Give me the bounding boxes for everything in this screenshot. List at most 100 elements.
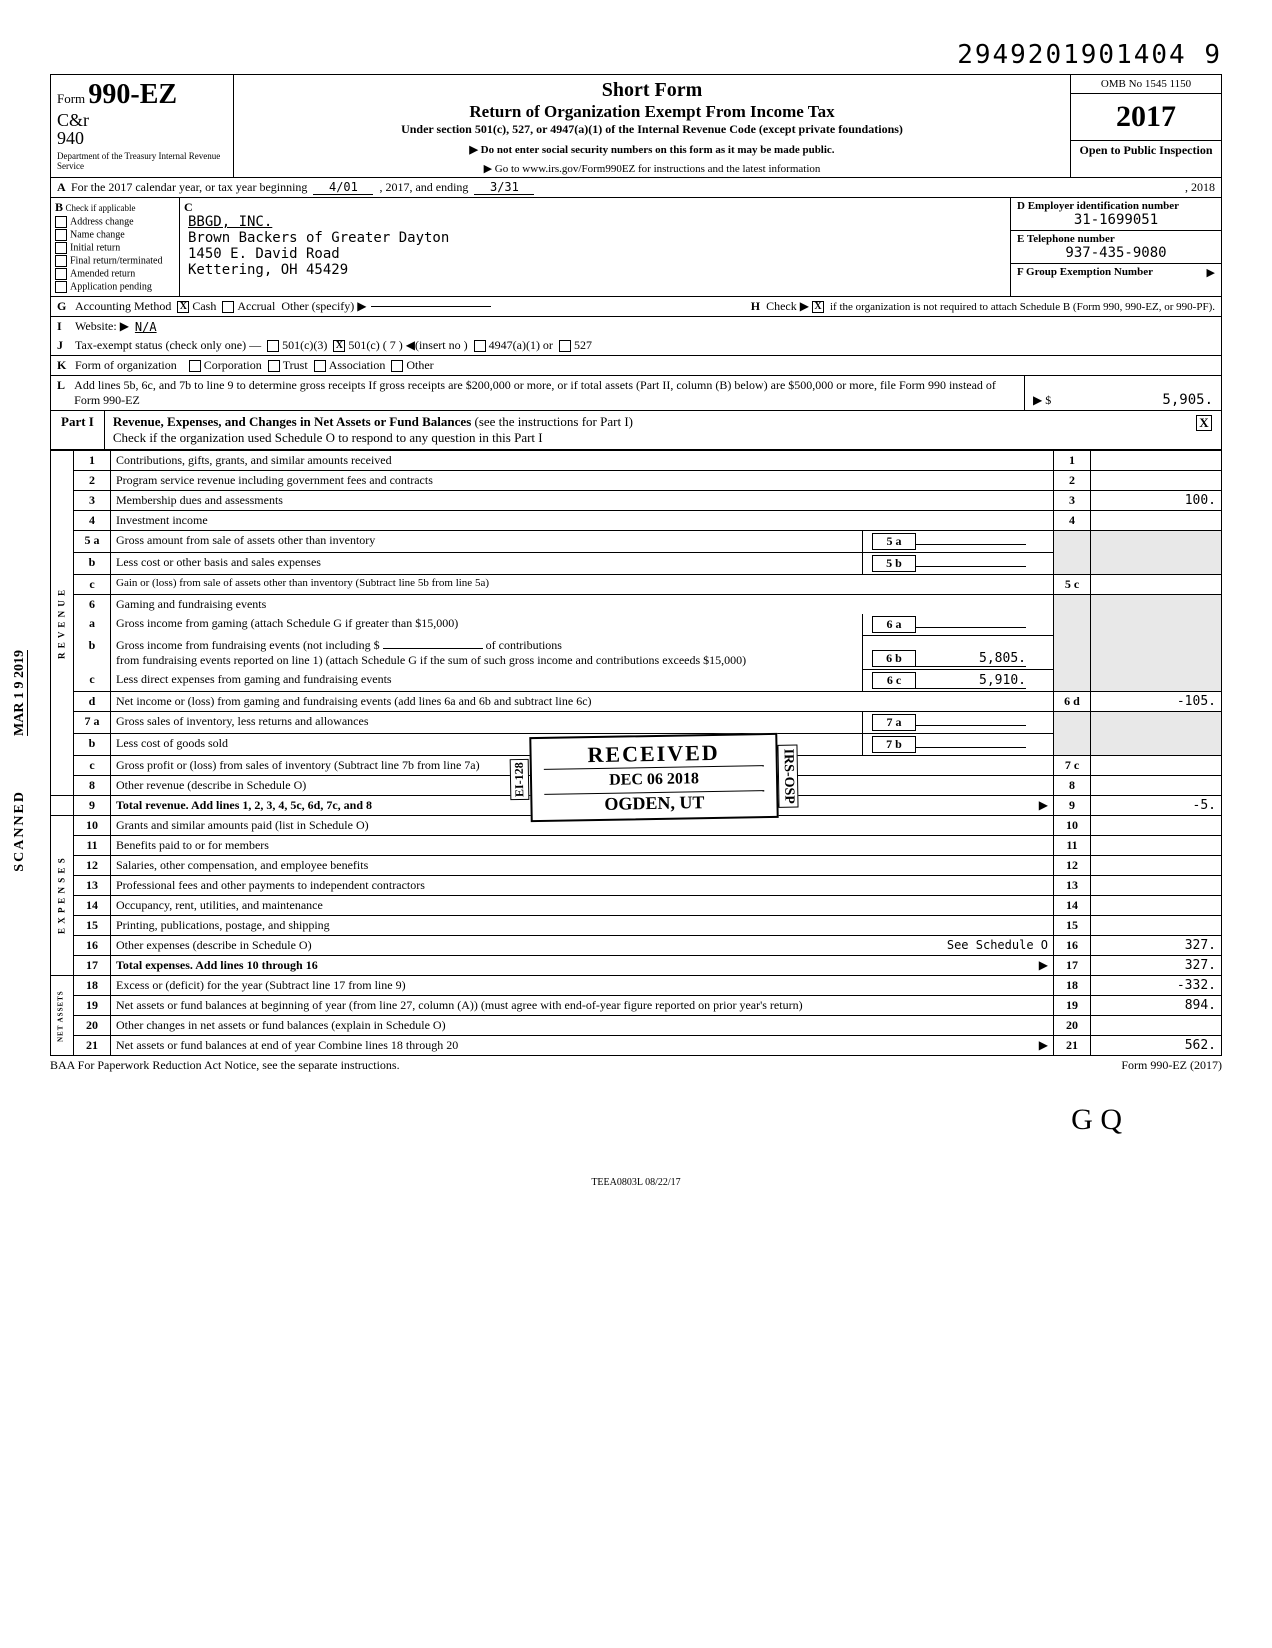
inline-amt-5a: [916, 544, 1026, 545]
line-ref: 16: [1054, 936, 1091, 956]
line-amount: [1091, 511, 1222, 531]
part-i-paren: (see the instructions for Part I): [475, 414, 633, 429]
line-num: 12: [74, 856, 111, 876]
checkbox-initial-return[interactable]: [55, 242, 67, 254]
f-arrow: ▶: [1207, 266, 1215, 279]
line-num-6b: b: [74, 636, 111, 670]
line-amount: [1091, 896, 1222, 916]
line-amount: -5.: [1091, 796, 1222, 816]
handwritten-1: C&r: [57, 111, 227, 129]
checkbox-527[interactable]: [559, 340, 571, 352]
checkbox-accrual[interactable]: [222, 301, 234, 313]
line-desc: Gross amount from sale of assets other t…: [111, 531, 863, 553]
line-desc: Gain or (loss) from sale of assets other…: [111, 575, 1054, 595]
label-c: C: [184, 200, 193, 215]
line-num: 7 a: [74, 712, 111, 734]
line-desc: Benefits paid to or for members: [111, 836, 1054, 856]
label-a: A: [57, 180, 71, 195]
line-num: 2: [74, 471, 111, 491]
line-amount: [1091, 756, 1222, 776]
checkbox-schedule-o[interactable]: X: [1196, 415, 1212, 431]
box-d: D Employer identification number 31-1699…: [1011, 198, 1221, 231]
checkbox-501c[interactable]: X: [333, 340, 345, 352]
form-header: Form 990-EZ C&r 940 Department of the Tr…: [50, 74, 1222, 178]
checkbox-address-change[interactable]: [55, 216, 67, 228]
line-amount: [1091, 776, 1222, 796]
shaded-cell: [1091, 595, 1222, 692]
checkbox-4947[interactable]: [474, 340, 486, 352]
line-desc: Net assets or fund balances at end of ye…: [111, 1036, 1054, 1056]
row-l: L Add lines 5b, 6c, and 7b to line 9 to …: [50, 376, 1222, 411]
department: Department of the Treasury Internal Reve…: [57, 151, 227, 171]
row-j: J Tax-exempt status (check only one) — 5…: [50, 336, 1222, 356]
checkbox-trust[interactable]: [268, 360, 280, 372]
line-ref: 14: [1054, 896, 1091, 916]
checkbox-app-pending[interactable]: [55, 281, 67, 293]
label-k: K: [57, 358, 75, 373]
form-word: Form: [57, 91, 85, 106]
row-i: I Website: ▶ N/A: [50, 317, 1222, 336]
org-name: Brown Backers of Greater Dayton: [188, 230, 449, 246]
label-h: H: [751, 299, 760, 313]
checkbox-amended[interactable]: [55, 268, 67, 280]
line-num: 11: [74, 836, 111, 856]
line-amount: -332.: [1091, 976, 1222, 996]
checkbox-other-org[interactable]: [391, 360, 403, 372]
line-amount: [1091, 876, 1222, 896]
line-amount: [1091, 816, 1222, 836]
checkbox-name-change[interactable]: [55, 229, 67, 241]
line-ref: 12: [1054, 856, 1091, 876]
cb-label-2: Initial return: [70, 242, 120, 253]
line-num: 17: [74, 956, 111, 976]
side-date-stamp: MAR 1 9 2019: [12, 650, 28, 736]
row-h-after: if the organization is not required to a…: [830, 301, 1215, 313]
line-amount: -105.: [1091, 692, 1222, 712]
label-b: B: [55, 200, 63, 214]
opt-501c: 501(c) ( 7 ) ◀(insert no ): [348, 338, 467, 353]
title-section: Under section 501(c), 527, or 4947(a)(1)…: [242, 122, 1062, 137]
sidebar-revenue-end: [51, 796, 74, 816]
header-left: Form 990-EZ C&r 940 Department of the Tr…: [51, 75, 234, 177]
checkbox-assoc[interactable]: [314, 360, 326, 372]
checkbox-corp[interactable]: [189, 360, 201, 372]
line-num: b: [74, 553, 111, 575]
line-desc: Printing, publications, postage, and shi…: [111, 916, 1054, 936]
shaded-cell: [1054, 531, 1091, 575]
stamp-irs-osp: IRS-OSP: [777, 744, 798, 808]
line-num: 21: [74, 1036, 111, 1056]
shaded-cell: [1091, 531, 1222, 575]
line-ref: 4: [1054, 511, 1091, 531]
line-desc: Excess or (deficit) for the year (Subtra…: [111, 976, 1054, 996]
row-j-text: Tax-exempt status (check only one) —: [75, 338, 261, 353]
checkbox-schedule-b[interactable]: X: [812, 301, 824, 313]
line-desc: Gross sales of inventory, less returns a…: [111, 712, 863, 734]
line-num: 8: [74, 776, 111, 796]
checkbox-501c3[interactable]: [267, 340, 279, 352]
inline-ref-5a: 5 a: [872, 533, 916, 550]
sidebar-expenses: E X P E N S E S: [51, 816, 74, 976]
row-l-currency: ▶ $: [1033, 393, 1051, 408]
inline-amt-5b: [916, 566, 1026, 567]
inline-amt-6a: [916, 627, 1026, 628]
line-ref: 11: [1054, 836, 1091, 856]
line-desc: Other expenses (describe in Schedule O) …: [111, 936, 1054, 956]
checkbox-cash[interactable]: X: [177, 301, 189, 313]
cb-label-0: Address change: [70, 216, 134, 227]
stamp-received: RECEIVED: [543, 739, 763, 769]
teea-code: TEEA0803L 08/22/17: [50, 1177, 1222, 1188]
shaded-cell: [1054, 712, 1091, 756]
inline-ref-7b: 7 b: [872, 736, 916, 753]
line-desc: Net assets or fund balances at beginning…: [111, 996, 1054, 1016]
title-return: Return of Organization Exempt From Incom…: [242, 102, 1062, 122]
label-e: E Telephone number: [1017, 233, 1115, 245]
stamp-ei128: EI-128: [510, 759, 530, 800]
line-num: 6: [74, 595, 111, 615]
handwritten-2: 940: [57, 129, 227, 147]
box-f: F Group Exemption Number ▶: [1011, 264, 1221, 280]
org-short-name: BBGD, INC.: [188, 214, 272, 230]
checkbox-final-return[interactable]: [55, 255, 67, 267]
opt-assoc: Association: [329, 358, 386, 373]
line-desc: Investment income: [111, 511, 1054, 531]
website-value: N/A: [135, 320, 157, 334]
header-right: OMB No 1545 1150 2017 Open to Public Ins…: [1070, 75, 1221, 177]
